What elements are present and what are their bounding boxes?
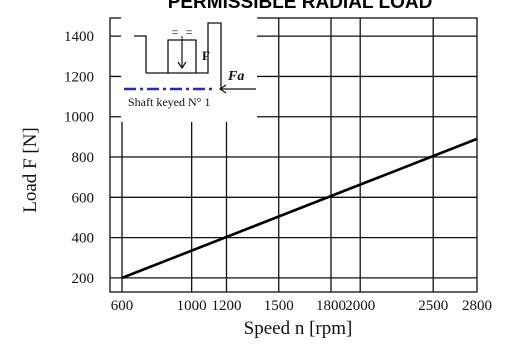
axial-force-arrow (218, 84, 256, 94)
equal-mark-left: = (172, 25, 179, 39)
inset-panel (121, 11, 257, 122)
x-tick-label: 2000 (345, 298, 375, 314)
y-tick-label: 600 (72, 190, 95, 206)
x-tick-label: 1500 (264, 298, 294, 314)
shaft-caption: Shaft keyed N° 1 (128, 95, 210, 109)
force-label: F (202, 48, 210, 63)
axial-force-label: Fa (227, 69, 244, 84)
y-axis-label: Load F [N] (20, 127, 41, 212)
y-tick-label: 800 (72, 150, 95, 166)
series-line (121, 137, 478, 280)
equal-mark-right: = (186, 25, 193, 39)
x-tick-label: 2500 (418, 298, 448, 314)
chart-title: PERMISSIBLE RADIAL LOAD (168, 0, 433, 13)
y-tick-label: 1400 (64, 29, 94, 45)
x-tick-label: 1000 (177, 298, 207, 314)
shaft-diagram: = = F Fa Shaft keyed N° 1 (121, 11, 257, 122)
y-tick-label: 1000 (64, 110, 94, 126)
tick-labels: 600 1000 1200 1500 1800 2000 2500 2800 200 400 600… (64, 29, 492, 314)
y-tick-label: 400 (72, 231, 95, 247)
shaft-outline (134, 22, 222, 89)
y-tick-label: 200 (72, 271, 95, 287)
x-tick-label: 1200 (212, 298, 242, 314)
x-tick-label: 2800 (462, 298, 492, 314)
x-tick-label: 1800 (316, 298, 346, 314)
force-arrow (177, 40, 187, 70)
y-tick-label: 1200 (64, 69, 94, 85)
plot-frame (109, 17, 478, 293)
x-tick-label: 600 (111, 298, 134, 314)
x-axis-label: Speed n [rpm] (244, 318, 353, 339)
series (121, 137, 478, 280)
